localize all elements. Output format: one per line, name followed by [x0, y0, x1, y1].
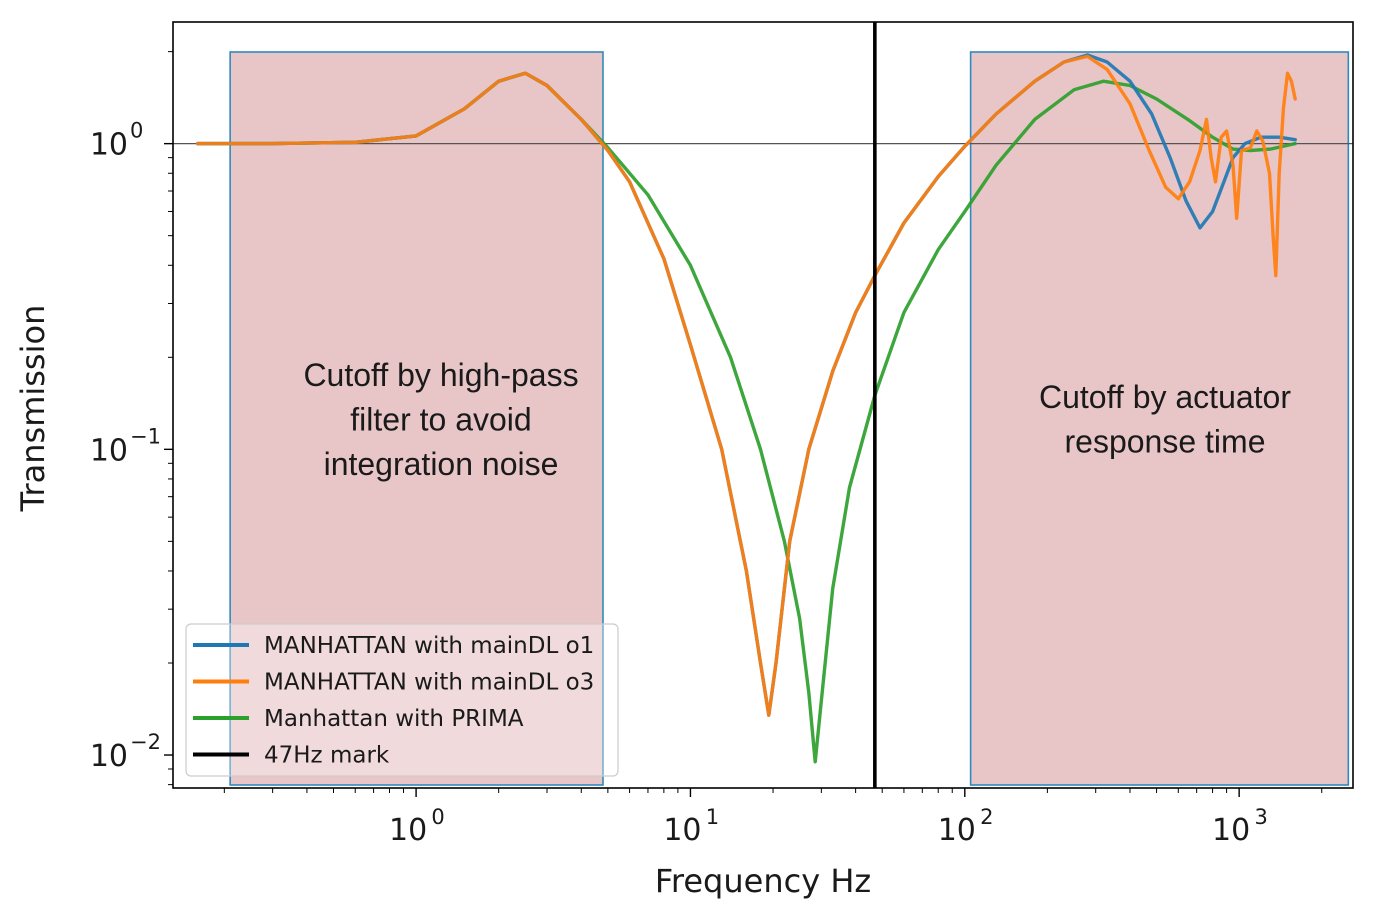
series-line-2 [196, 54, 1297, 717]
y-tick-label: 10 [90, 433, 128, 468]
region-annotation-line: Cutoff by high-pass [303, 357, 578, 393]
legend-box [185, 623, 619, 777]
x-axis-label: Frequency Hz [655, 862, 871, 900]
legend: MANHATTAN with mainDL o1 MANHATTAN with m… [185, 623, 619, 777]
axes: 10 0 10 1 10 2 10 310 010 −110 −2 [90, 21, 1354, 848]
x-tick-label: 10 [938, 813, 976, 848]
region-annotation-line: Cutoff by actuator [1039, 379, 1291, 415]
y-tick-label: 10 [90, 128, 128, 163]
shaded-region-2 [969, 51, 1350, 786]
x-tick-label-exponent: 3 [1254, 805, 1267, 829]
legend-entry-label: Manhattan with PRIMA [264, 706, 524, 732]
series-lines [196, 53, 1297, 764]
x-tick-label-exponent: 0 [431, 805, 444, 829]
region-annotation-line: integration noise [324, 446, 559, 482]
y-axis-label: Transmission [14, 305, 52, 513]
legend-entry-label: MANHATTAN with mainDL o3 [264, 670, 594, 696]
plot-frame [172, 21, 1354, 789]
region-annotation-line: filter to avoid [350, 402, 531, 438]
region-annotation-line: response time [1065, 424, 1266, 460]
y-tick-label-exponent: −2 [130, 730, 161, 754]
x-tick-label: 10 [389, 813, 427, 848]
legend-entry-label: MANHATTAN with mainDL o1 [264, 633, 594, 659]
x-tick-label: 10 [663, 813, 701, 848]
shaded-region-1 [229, 51, 604, 786]
y-tick-label: 10 [90, 739, 128, 774]
x-tick-label-exponent: 1 [706, 805, 719, 829]
y-tick-label-exponent: 0 [130, 119, 143, 143]
y-tick-label-exponent: −1 [130, 424, 161, 448]
region-annotations: Cutoff by high-pass filter to avoid integr… [303, 357, 1291, 482]
legend-entry-label: 47Hz mark [264, 743, 390, 769]
x-tick-label-exponent: 2 [980, 805, 993, 829]
x-tick-label: 10 [1212, 813, 1250, 848]
